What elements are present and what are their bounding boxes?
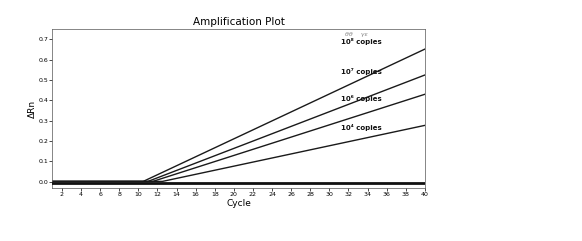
Title: Amplification Plot: Amplification Plot	[193, 17, 285, 27]
Text: 10⁶ copies: 10⁶ copies	[341, 95, 382, 102]
Text: 10⁷ copies: 10⁷ copies	[341, 68, 382, 75]
Text: 10⁴ copies: 10⁴ copies	[341, 124, 382, 131]
Text: 10⁸ copies: 10⁸ copies	[341, 38, 382, 45]
Y-axis label: ΔRn: ΔRn	[28, 99, 37, 118]
Text: θθ    γε: θθ γε	[341, 32, 368, 37]
X-axis label: Cycle: Cycle	[226, 199, 251, 208]
